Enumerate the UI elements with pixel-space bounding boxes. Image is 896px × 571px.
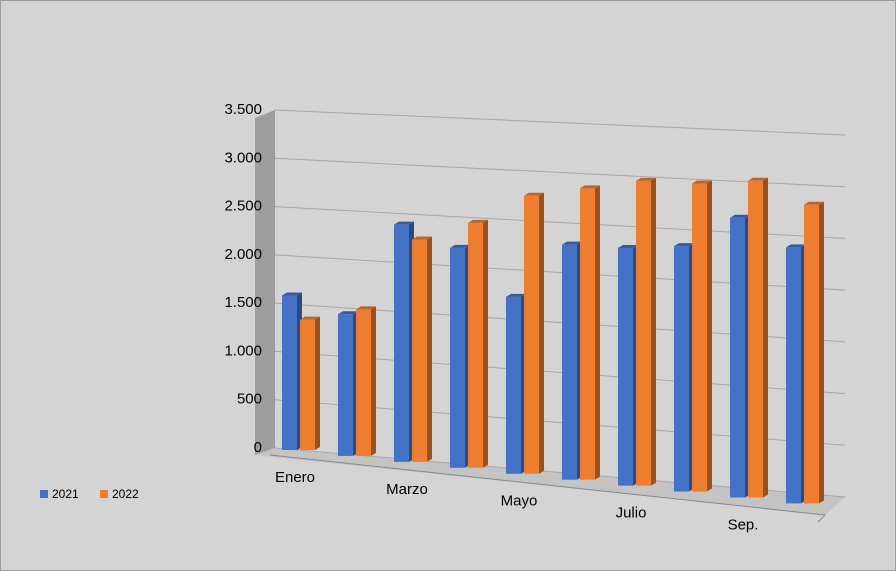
bar: [282, 295, 297, 450]
bar-side: [427, 236, 432, 462]
bar: [636, 180, 651, 486]
bar-top: [394, 221, 414, 225]
floor-edge: [269, 454, 826, 516]
bar: [692, 183, 707, 492]
bar-top: [506, 293, 526, 297]
bar: [786, 247, 801, 504]
bar-side: [763, 177, 768, 498]
y-tick-label: 2.500: [224, 198, 262, 215]
bar: [674, 246, 689, 492]
bar: [730, 217, 745, 498]
legend-swatch: [40, 490, 48, 498]
bar-top: [674, 243, 694, 247]
bar-top: [524, 192, 544, 196]
bar-side: [819, 201, 824, 504]
y-tick-label: 2.000: [224, 246, 262, 263]
floor: [255, 448, 845, 515]
bar: [748, 180, 763, 498]
x-tick-label: Marzo: [386, 481, 428, 498]
bar-top: [618, 244, 638, 248]
bar-top: [580, 185, 600, 189]
bar: [356, 309, 371, 456]
bar-top: [804, 201, 824, 205]
bar: [506, 296, 521, 474]
y-tick-label: 3.000: [224, 149, 262, 166]
x-tick-label: Julio: [616, 505, 647, 522]
y-tick-label: 3.500: [224, 101, 262, 118]
legend-label: 2021: [52, 487, 79, 501]
bar: [804, 204, 819, 504]
bar-top: [282, 292, 302, 296]
bar-top: [636, 177, 656, 181]
y-tick-label: 1.500: [224, 294, 262, 311]
floor-edge: [817, 514, 826, 523]
bar-side: [707, 180, 712, 492]
bar: [412, 239, 427, 462]
bar-top: [412, 236, 432, 240]
bar-top: [450, 244, 470, 248]
bar-top: [748, 177, 768, 181]
grid-line: [274, 109, 846, 136]
bar-side: [315, 316, 320, 450]
bar-side: [595, 185, 600, 480]
bar-top: [562, 241, 582, 245]
x-tick-label: Sep.: [728, 516, 759, 533]
side-wall: [255, 110, 275, 455]
bar-top: [356, 306, 376, 310]
legend-label: 2022: [112, 487, 139, 501]
bar-side: [483, 219, 488, 468]
bar: [562, 244, 577, 480]
legend-swatch: [100, 490, 108, 498]
bar: [524, 195, 539, 474]
bar: [580, 188, 595, 480]
bar: [394, 224, 409, 462]
x-tick-label: Mayo: [501, 493, 538, 510]
bar: [468, 222, 483, 468]
bar-top: [786, 244, 806, 248]
y-tick-label: 0: [254, 439, 262, 456]
y-tick-label: 1.000: [224, 342, 262, 359]
bar-side: [651, 177, 656, 486]
bar-top: [300, 316, 320, 320]
bar: [338, 314, 353, 456]
bar-top: [468, 219, 488, 223]
bar: [450, 247, 465, 468]
bar-top: [338, 311, 358, 315]
y-tick-label: 500: [237, 391, 262, 408]
bar-side: [539, 192, 544, 474]
bar-side: [371, 306, 376, 456]
bar: [618, 247, 633, 486]
bar: [300, 319, 315, 450]
bar-top: [730, 214, 750, 218]
x-tick-label: Enero: [275, 469, 315, 486]
bar-top: [692, 180, 712, 184]
